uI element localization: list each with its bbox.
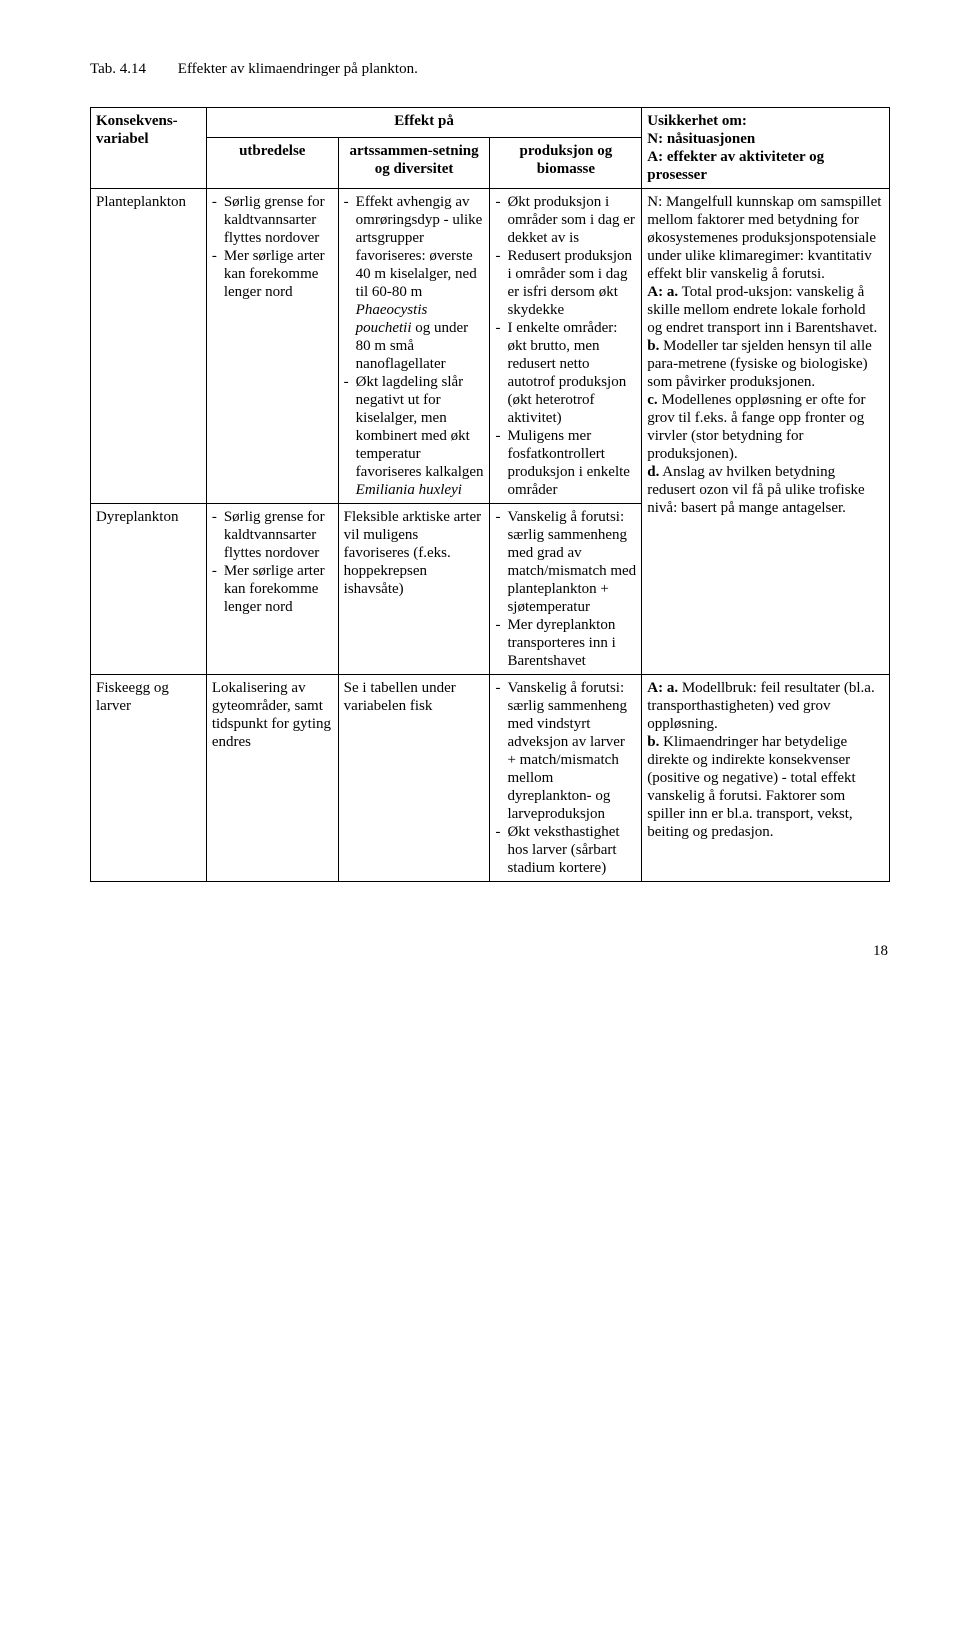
text: Effekt avhengig av omrøringsdyp - ulike … <box>356 194 483 300</box>
th-effekt-pa: Effekt på <box>206 107 641 137</box>
cell-usikkerhet: N: Mangelfull kunnskap om samspillet mel… <box>642 188 890 674</box>
list-item: Økt lagdeling slår negativt ut for kisel… <box>356 373 485 499</box>
list-item: Økt produksjon i områder som i dag er de… <box>507 193 636 247</box>
text: Anslag av hvilken betydning redusert ozo… <box>647 464 864 516</box>
list-item: Vanskelig å forutsi: særlig sammenheng m… <box>507 679 636 823</box>
cell-utbredelse: Lokalisering av gyteområder, samt tidspu… <box>206 674 338 881</box>
text: Modeller tar sjelden hensyn til alle par… <box>647 338 872 390</box>
list-item: Mer dyreplankton transporteres inn i Bar… <box>507 616 636 670</box>
list-item: I enkelte områder: økt brutto, men redus… <box>507 319 636 427</box>
caption-label: Tab. 4.14 <box>90 61 146 77</box>
row-label: Dyreplankton <box>91 503 207 674</box>
cell-arts: Effekt avhengig av omrøringsdyp - ulike … <box>338 188 490 503</box>
label-bold: b. <box>647 338 659 354</box>
th-artssammen: artssammen-setning og diversitet <box>338 138 490 189</box>
list-item: Sørlig grense for kaldtvannsarter flytte… <box>224 193 333 247</box>
text: Total prod-uksjon: vanskelig å skille me… <box>647 284 877 336</box>
cell-arts: Se i tabellen under variabelen fisk <box>338 674 490 881</box>
th-konsekvens: Konsekvens-variabel <box>91 107 207 188</box>
cell-usikkerhet: A: a. Modellbruk: feil resultater (bl.a.… <box>642 674 890 881</box>
cell-utbredelse: Sørlig grense for kaldtvannsarter flytte… <box>206 503 338 674</box>
effects-table: Konsekvens-variabel Effekt på Usikkerhet… <box>90 107 890 882</box>
usikkerhet-n: N: nåsituasjonen <box>647 131 755 147</box>
caption-text: Effekter av klimaendringer på plankton. <box>178 61 418 77</box>
list-item: Vanskelig å forutsi: særlig sammenheng m… <box>507 508 636 616</box>
usikkerhet-a: A: effekter av aktiviteter og prosesser <box>647 149 824 183</box>
list-item: Mer sørlige arter kan forekomme lenger n… <box>224 562 333 616</box>
list-item: Sørlig grense for kaldtvannsarter flytte… <box>224 508 333 562</box>
cell-prod: Økt produksjon i områder som i dag er de… <box>490 188 642 503</box>
th-produksjon: produksjon og biomasse <box>490 138 642 189</box>
list-item: Økt veksthastighet hos larver (sårbart s… <box>507 823 636 877</box>
text: N: Mangelfull kunnskap om samspillet mel… <box>647 194 881 282</box>
text: Økt lagdeling slår negativt ut for kisel… <box>356 374 484 480</box>
em-text: Emiliania huxleyi <box>356 482 462 498</box>
text: Modellenes oppløsning er ofte for grov t… <box>647 392 865 462</box>
list-item: Effekt avhengig av omrøringsdyp - ulike … <box>356 193 485 373</box>
text: Klimaendringer har betydelige direkte og… <box>647 734 855 840</box>
cell-utbredelse: Sørlig grense for kaldtvannsarter flytte… <box>206 188 338 503</box>
label-bold: c. <box>647 392 657 408</box>
row-label: Planteplankton <box>91 188 207 503</box>
cell-prod: Vanskelig å forutsi: særlig sammenheng m… <box>490 674 642 881</box>
list-item: Redusert produksjon i områder som i dag … <box>507 247 636 319</box>
th-usikkerhet: Usikkerhet om: N: nåsituasjonen A: effek… <box>642 107 890 188</box>
label-bold: A: a. <box>647 284 678 300</box>
table-row: Fiskeegg og larver Lokalisering av gyteo… <box>91 674 890 881</box>
list-item: Mer sørlige arter kan forekomme lenger n… <box>224 247 333 301</box>
page-number: 18 <box>90 942 890 961</box>
table-caption: Tab. 4.14 Effekter av klimaendringer på … <box>90 60 890 79</box>
label-bold: b. <box>647 734 659 750</box>
cell-prod: Vanskelig å forutsi: særlig sammenheng m… <box>490 503 642 674</box>
list-item: Muligens mer fosfatkontrollert produksjo… <box>507 427 636 499</box>
th-utbredelse: utbredelse <box>206 138 338 189</box>
table-row: Planteplankton Sørlig grense for kaldtva… <box>91 188 890 503</box>
cell-arts: Fleksible arktiske arter vil muligens fa… <box>338 503 490 674</box>
label-bold: A: a. <box>647 680 678 696</box>
row-label: Fiskeegg og larver <box>91 674 207 881</box>
text: Modellbruk: feil resultater (bl.a. trans… <box>647 680 874 732</box>
label-bold: d. <box>647 464 659 480</box>
usikkerhet-title: Usikkerhet om: <box>647 113 747 129</box>
